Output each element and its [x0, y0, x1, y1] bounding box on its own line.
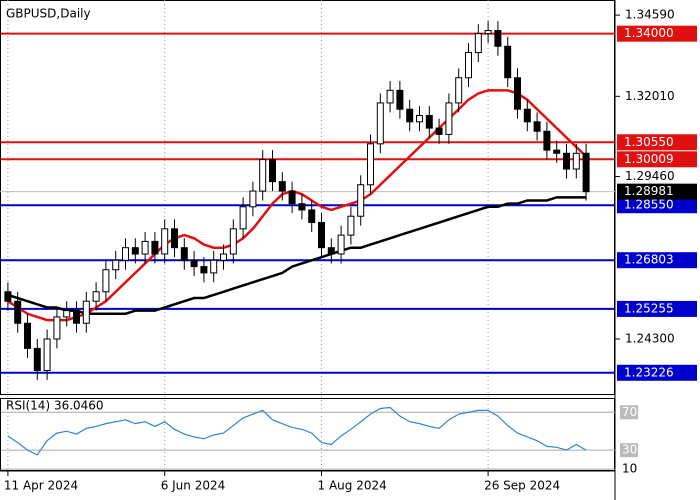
y-tick-label: 1.34590: [625, 8, 675, 22]
moving-average: [7, 89, 587, 322]
price-tag: [617, 183, 697, 200]
x-tick-label: 6 Jun 2024: [161, 479, 226, 493]
y-tick-label: 1.32010: [625, 89, 675, 103]
candle-body: [171, 228, 178, 249]
candle-body: [229, 228, 237, 255]
candle-body: [533, 121, 541, 132]
level-tag-label: 1.28550: [624, 198, 674, 212]
rsi-title: RSI(14) 36.0460: [6, 399, 104, 413]
candle-body: [82, 300, 90, 324]
candle-body: [406, 108, 414, 123]
candle-body: [514, 77, 521, 110]
level-tag-label: 1.25255: [624, 301, 674, 315]
rsi-tick-box: [620, 443, 638, 458]
candle-body: [151, 240, 159, 255]
x-tick-label: 26 Sep 2024: [484, 479, 560, 493]
candle-body: [4, 291, 12, 302]
candle-body: [190, 259, 198, 268]
candle-body: [318, 222, 325, 249]
candle-body: [308, 209, 316, 224]
candle-body: [563, 152, 570, 170]
candle-body: [249, 190, 257, 208]
candle-body: [141, 240, 149, 255]
candle-body: [24, 322, 31, 349]
candle-body: [278, 181, 286, 192]
candle-body: [327, 247, 335, 255]
candle-body: [367, 143, 374, 186]
candle-body: [357, 184, 365, 217]
level-tag: [617, 25, 697, 42]
level-tag-label: 1.30009: [624, 152, 674, 166]
y-tick-label: 1.24300: [625, 331, 675, 345]
level-tag: [617, 252, 697, 269]
moving-average: [7, 196, 587, 316]
candle-body: [200, 266, 208, 274]
candle-body: [376, 102, 384, 145]
level-tag-label: 1.23226: [624, 365, 674, 379]
x-tick-label: 1 Aug 2024: [318, 479, 387, 493]
rsi-plot: [1, 406, 615, 470]
level-tag: [617, 151, 697, 168]
candle-body: [92, 291, 100, 302]
level-tag: [617, 364, 697, 381]
candle-body: [474, 33, 482, 54]
candle-body: [455, 77, 463, 104]
candle-body: [396, 89, 404, 110]
candle-body: [523, 108, 531, 123]
candle-body: [484, 30, 492, 35]
candle-body: [259, 159, 267, 192]
level-tag: [617, 134, 697, 151]
candle-body: [63, 310, 71, 318]
candle-body: [494, 30, 502, 47]
candle-body: [435, 127, 443, 135]
rsi-line: [7, 406, 587, 456]
candle-body: [553, 149, 561, 154]
candle-body: [572, 152, 580, 170]
price-tag-label: 1.28981: [624, 184, 674, 198]
level-tag-label: 1.30550: [624, 135, 674, 149]
candle-body: [269, 159, 276, 183]
rsi-tick-label: 70: [622, 405, 637, 419]
candle-body: [543, 130, 551, 151]
rsi-tick-label: 30: [622, 443, 637, 457]
level-tag: [617, 197, 697, 214]
candle-body: [465, 52, 472, 79]
candle-body: [239, 206, 247, 230]
candle-body: [43, 338, 51, 371]
candle-body: [298, 203, 306, 211]
candle-body: [161, 228, 169, 255]
candle-body: [33, 347, 41, 371]
candle-body: [582, 152, 590, 193]
candle-body: [102, 269, 110, 293]
rsi-tick-box: [620, 462, 638, 477]
candle-body: [112, 259, 120, 271]
level-tag: [617, 300, 697, 317]
candle-body: [504, 45, 512, 79]
candle-body: [347, 215, 355, 236]
candle-body: [122, 247, 129, 261]
x-tick-label: 11 Apr 2024: [4, 479, 78, 493]
candle-body: [416, 115, 423, 123]
candle-body: [210, 259, 218, 274]
candle-body: [445, 102, 453, 135]
rsi-tick-label: 10: [622, 462, 637, 476]
candle-body: [180, 247, 188, 261]
candle-body: [288, 190, 296, 205]
main-plot: [0, 0, 615, 470]
candle-body: [131, 247, 139, 255]
level-tag-label: 1.26803: [624, 253, 674, 267]
candle-body: [73, 310, 80, 324]
chart-title: GBPUSD,Daily: [6, 7, 91, 21]
level-tag-label: 1.34000: [624, 26, 674, 40]
y-tick-label: 1.29460: [625, 169, 675, 183]
candle-body: [14, 300, 22, 324]
candle-body: [337, 234, 345, 255]
rsi-pane: [0, 398, 615, 471]
candle-body: [220, 253, 227, 261]
candle-body: [425, 115, 433, 129]
candle-body: [386, 89, 394, 104]
rsi-tick-box: [620, 405, 638, 420]
candle-body: [53, 316, 61, 340]
